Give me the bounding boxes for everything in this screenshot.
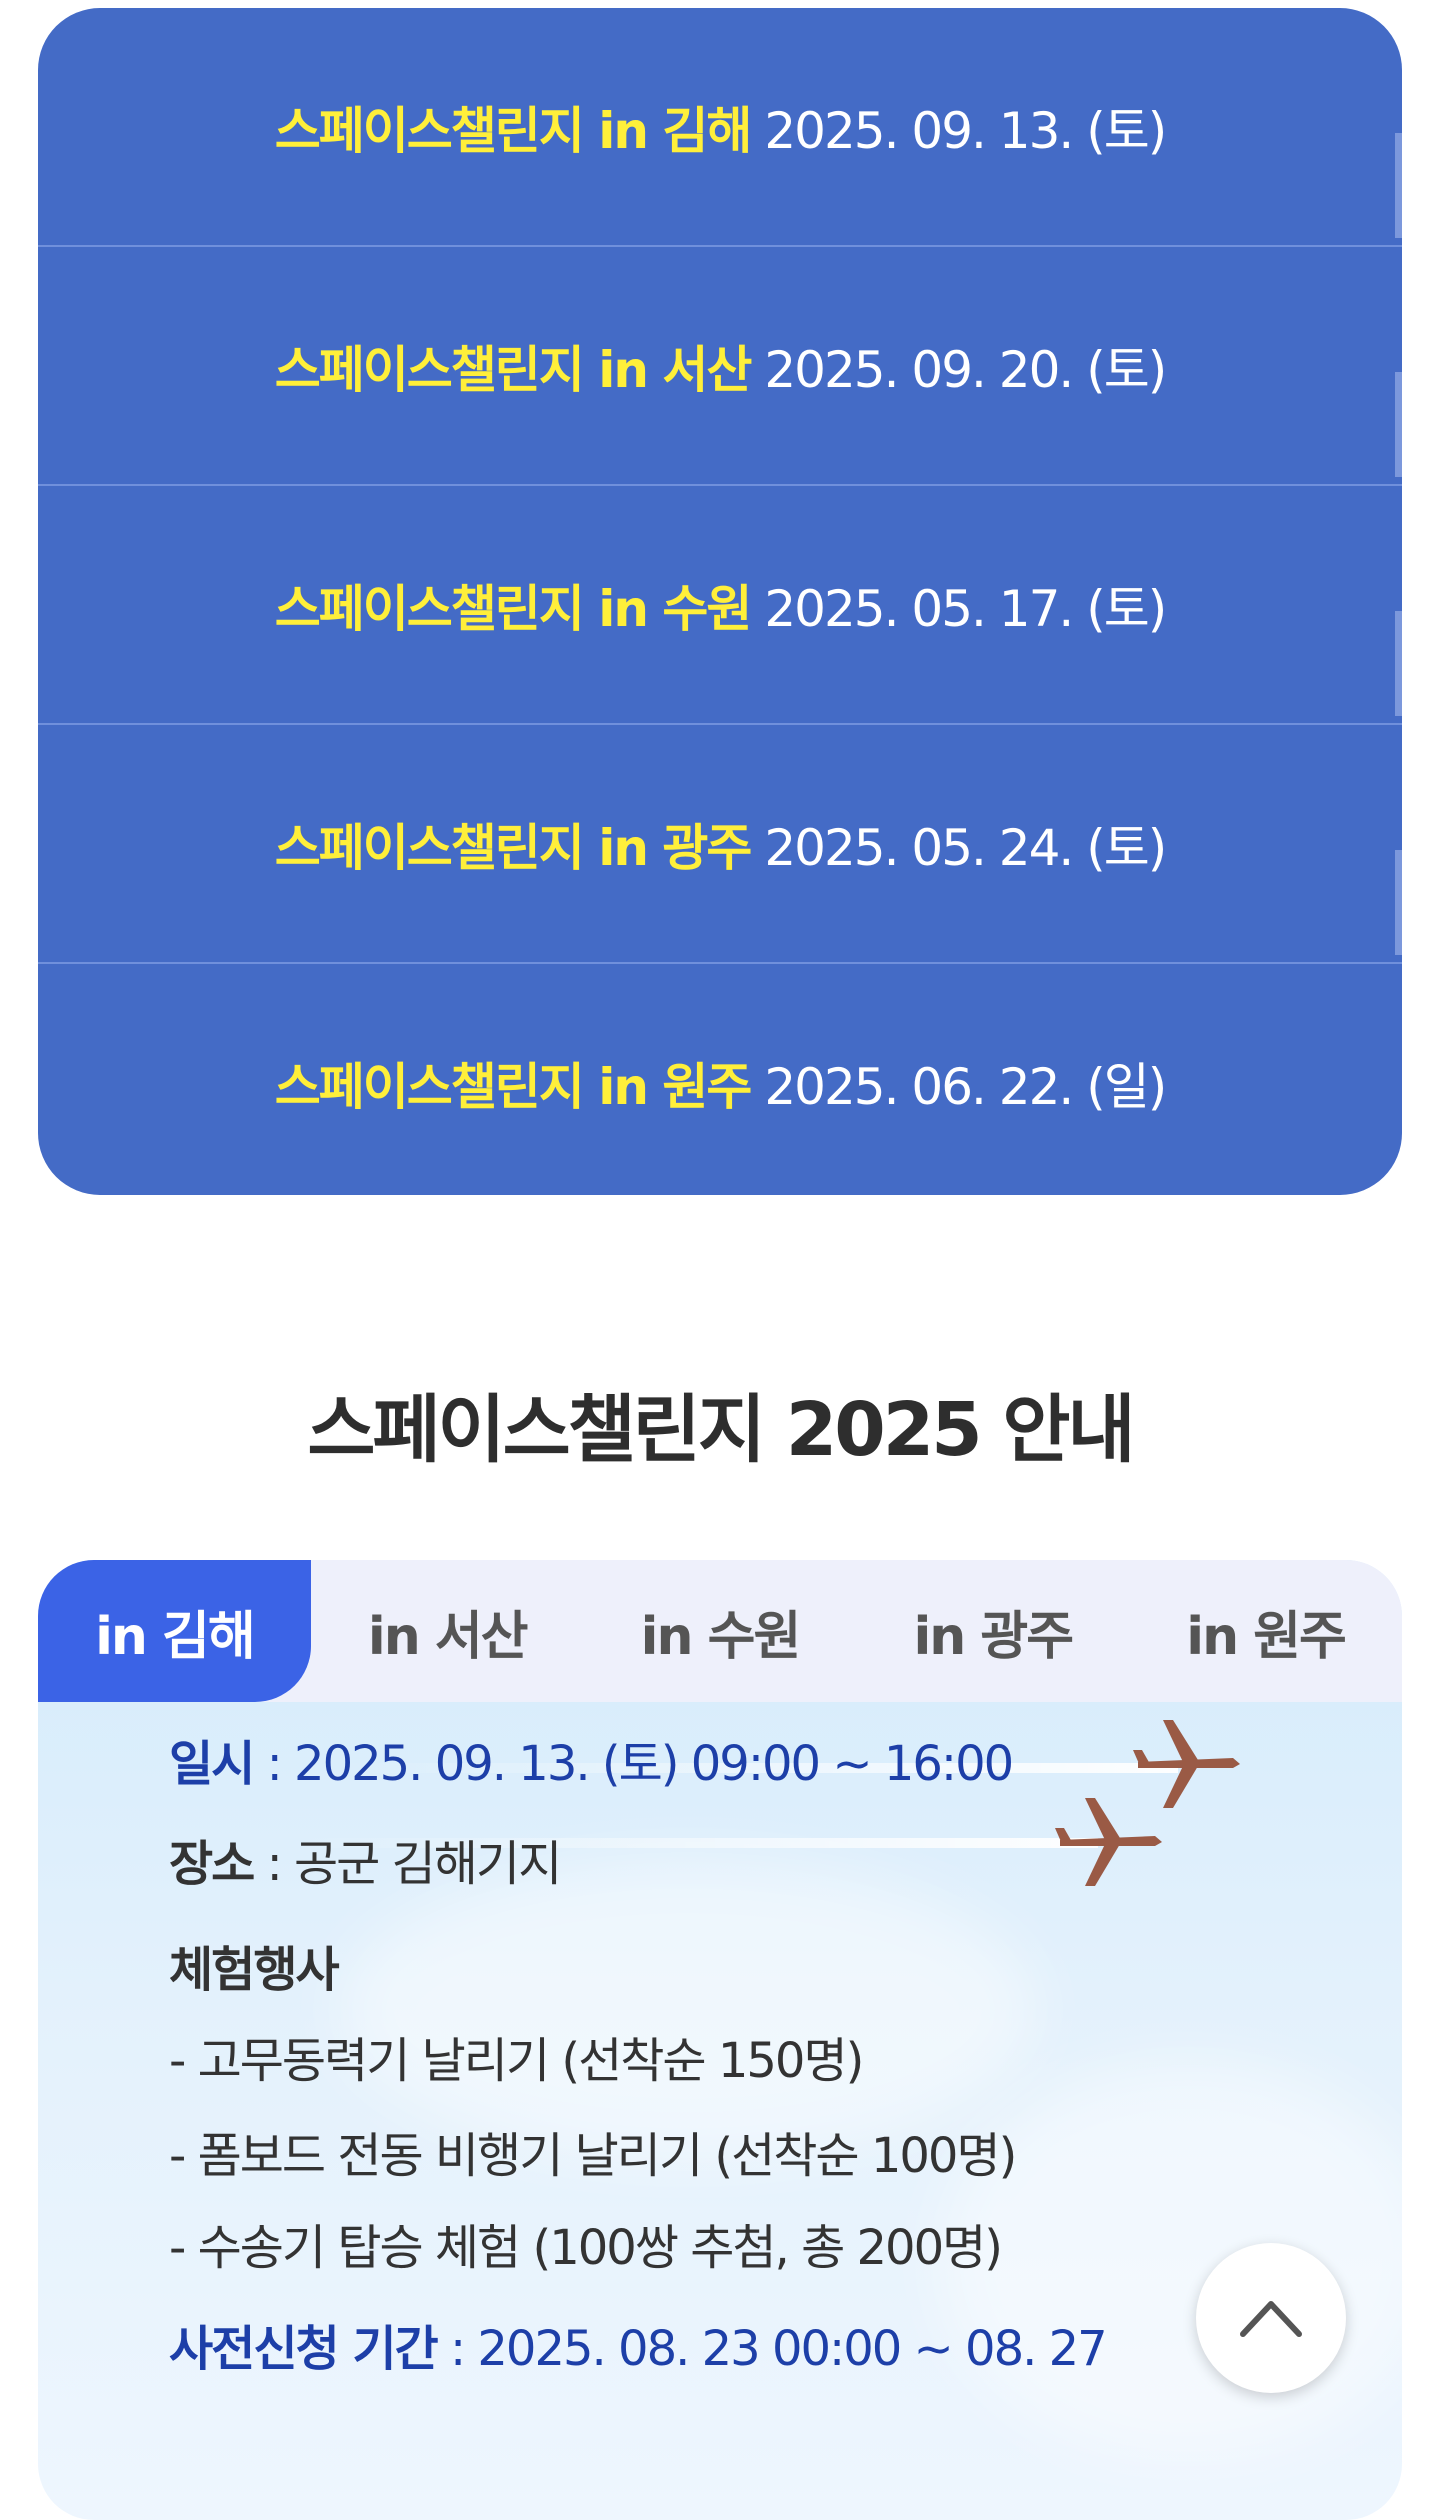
jet-plane-icon <box>1133 1720 1240 1808</box>
apply-value: : 2025. 08. 23 00:00 ~ 08. 27 <box>449 2321 1108 2377</box>
schedule-title: 스페이스챌린지 in 김해 <box>274 101 753 160</box>
schedule-date: 2025. 05. 24. (토) <box>764 818 1167 877</box>
schedule-date: 2025. 09. 13. (토) <box>764 101 1167 160</box>
schedule-date: 2025. 05. 17. (토) <box>764 579 1167 638</box>
cloud-decoration <box>338 1860 1038 2160</box>
datetime-row: 일시 : 2025. 09. 13. (토) 09:00 ~ 16:00 <box>169 1734 1015 1794</box>
tab-suwon[interactable]: in 수원 <box>640 1606 802 1667</box>
tab-seosan[interactable]: in 서산 <box>367 1606 529 1667</box>
tab-gimhae[interactable]: in 김해 <box>38 1560 311 1702</box>
place-row: 장소 : 공군 김해기지 <box>169 1834 563 1894</box>
info-card: in 김해 in 서산 in 수원 in 광주 in 원주 일시 : 2025.… <box>38 1560 1402 2520</box>
scroll-indicator <box>1395 850 1402 955</box>
apply-period-row: 사전신청 기간 : 2025. 08. 23 00:00 ~ 08. 27 <box>169 2319 1108 2379</box>
schedule-item-gimhae[interactable]: 스페이스챌린지 in 김해 2025. 09. 13. (토) <box>38 8 1402 247</box>
schedule-title: 스페이스챌린지 in 수원 <box>274 579 753 638</box>
schedule-list: 스페이스챌린지 in 김해 2025. 09. 13. (토) 스페이스챌린지 i… <box>38 8 1402 1195</box>
schedule-item-gwangju[interactable]: 스페이스챌린지 in 광주 2025. 05. 24. (토) <box>38 725 1402 964</box>
event-details: 일시 : 2025. 09. 13. (토) 09:00 ~ 16:00 장소 … <box>169 1736 1269 2440</box>
event-item: - 수송기 탑승 체험 (100쌍 추첨, 총 200명) <box>169 2220 1003 2276</box>
schedule-title: 스페이스챌린지 in 서산 <box>274 340 753 399</box>
event-item: - 폼보드 전동 비행기 날리기 (선착순 100명) <box>169 2128 1017 2184</box>
contrail-decoration <box>288 1838 1098 1848</box>
schedule-item-wonju[interactable]: 스페이스챌린지 in 원주 2025. 06. 22. (일) <box>38 964 1402 1195</box>
event-item: - 고무동력기 날리기 (선착순 150명) <box>169 2033 864 2089</box>
scroll-indicator <box>1395 611 1402 716</box>
schedule-date: 2025. 09. 20. (토) <box>764 340 1167 399</box>
contrail-decoration <box>338 1763 1178 1773</box>
schedule-item-suwon[interactable]: 스페이스챌린지 in 수원 2025. 05. 17. (토) <box>38 486 1402 725</box>
location-tabs: in 김해 in 서산 in 수원 in 광주 in 원주 <box>38 1560 1402 1702</box>
datetime-label: 일시 <box>169 1736 255 1792</box>
apply-label: 사전신청 기간 <box>169 2321 439 2377</box>
events-label: 체험행사 <box>169 1942 340 1998</box>
schedule-date: 2025. 06. 22. (일) <box>764 1057 1167 1116</box>
schedule-title: 스페이스챌린지 in 광주 <box>274 818 753 877</box>
scroll-indicator <box>1395 372 1402 477</box>
place-label: 장소 <box>169 1836 255 1892</box>
tab-wonju[interactable]: in 원주 <box>1186 1606 1347 1667</box>
chevron-up-icon <box>1240 2301 1302 2337</box>
schedule-title: 스페이스챌린지 in 원주 <box>274 1057 753 1116</box>
section-title: 스페이스챌린지 2025 안내 <box>307 1387 1135 1473</box>
jet-plane-icon <box>1055 1798 1162 1886</box>
tab-gwangju[interactable]: in 광주 <box>913 1606 1074 1667</box>
cloud-decoration <box>938 2060 1402 2460</box>
place-value: : 공군 김해기지 <box>266 1836 563 1892</box>
scroll-indicator <box>1395 133 1402 238</box>
scroll-to-top-button[interactable] <box>1196 2243 1346 2393</box>
schedule-item-seosan[interactable]: 스페이스챌린지 in 서산 2025. 09. 20. (토) <box>38 247 1402 486</box>
datetime-value: : 2025. 09. 13. (토) 09:00 ~ 16:00 <box>266 1736 1015 1792</box>
